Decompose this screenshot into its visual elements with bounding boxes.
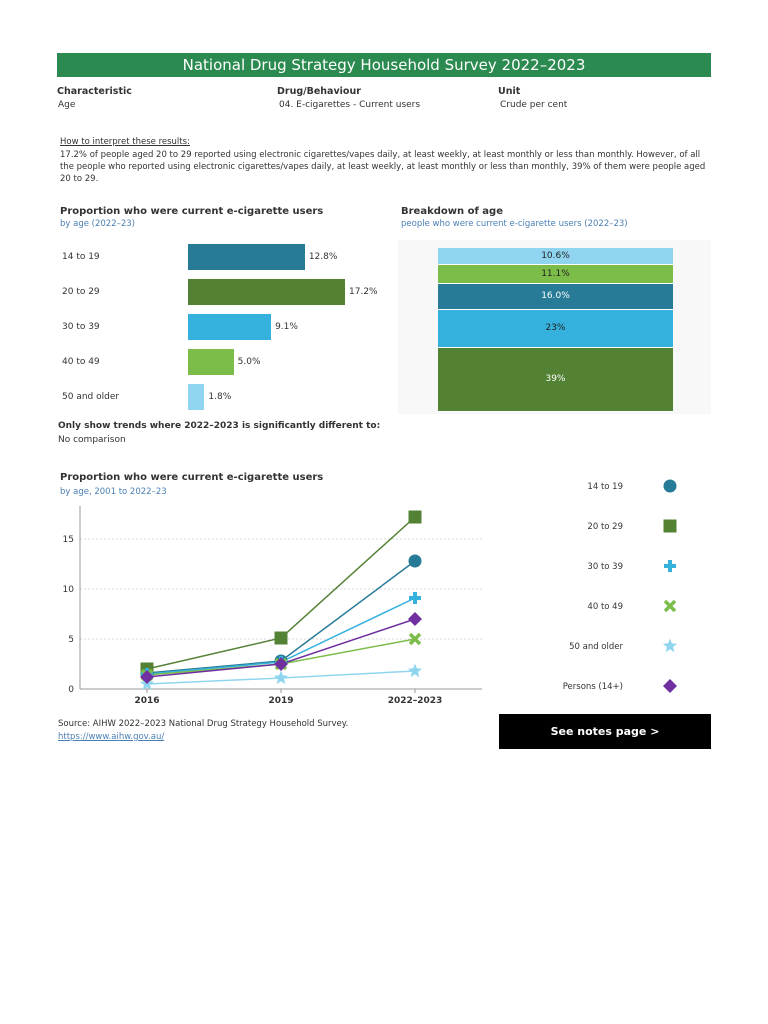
x-tick-label: 2016	[134, 696, 159, 706]
bar-category-label: 14 to 19	[62, 252, 100, 262]
legend-label: 40 to 49	[587, 602, 623, 612]
bar[interactable]	[188, 349, 234, 375]
bar-value-label: 12.8%	[308, 252, 338, 262]
data-point[interactable]	[407, 663, 423, 678]
data-point[interactable]	[409, 592, 421, 604]
age-breakdown-chart: Breakdown of age people who were current…	[398, 206, 711, 414]
legend-label: 30 to 39	[587, 562, 623, 572]
legend-marker[interactable]	[663, 599, 677, 613]
bar-category-label: 30 to 39	[62, 322, 100, 332]
drug-behaviour-label: Drug/Behaviour	[277, 86, 361, 97]
line-chart-title: Proportion who were current e-cigarette …	[60, 472, 324, 483]
trend-line-chart: 0 5 10 15 2016 2019 2022–2023	[63, 506, 482, 706]
age-bar-chart: Proportion who were current e-cigarette …	[60, 206, 390, 416]
data-point[interactable]	[408, 632, 422, 646]
bar[interactable]	[188, 279, 345, 305]
source-link[interactable]: https://www.aihw.gov.au/	[58, 732, 165, 742]
bar-value-label: 5.0%	[237, 357, 261, 367]
bar-category-label: 50 and older	[62, 392, 120, 402]
y-tick-label: 0	[68, 685, 74, 695]
page-title: National Drug Strategy Household Survey …	[57, 53, 711, 77]
unit-label: Unit	[498, 86, 521, 97]
breakdown-chart-subtitle: people who were current e-cigarette user…	[401, 219, 628, 229]
legend-marker[interactable]	[663, 679, 677, 693]
characteristic-value: Age	[58, 100, 76, 110]
characteristic-label: Characteristic	[57, 86, 132, 97]
legend-label: Persons (14+)	[563, 682, 623, 692]
bar-value-label: 17.2%	[349, 287, 378, 297]
stack-segment[interactable]: 39%	[438, 347, 673, 412]
stack-segment[interactable]: 10.6%	[438, 248, 673, 266]
bar-category-label: 20 to 29	[62, 287, 100, 297]
legend-marker[interactable]	[664, 560, 676, 572]
comparison-label: Only show trends where 2022–2023 is sign…	[58, 421, 381, 431]
data-point[interactable]	[140, 670, 154, 684]
bar-value-label: 1.8%	[208, 392, 232, 402]
interpretation-title: How to interpret these results:	[60, 137, 190, 147]
bar-chart-title: Proportion who were current e-cigarette …	[60, 206, 324, 217]
x-tick-label: 2019	[268, 696, 293, 706]
bar[interactable]	[188, 314, 272, 340]
see-notes-button[interactable]: See notes page >	[499, 714, 711, 749]
y-tick-label: 5	[68, 635, 74, 645]
legend-marker[interactable]	[662, 638, 678, 653]
y-tick-label: 10	[63, 585, 75, 595]
bar[interactable]	[188, 244, 305, 270]
bar-category-label: 40 to 49	[62, 357, 100, 367]
data-point[interactable]	[274, 657, 288, 671]
y-tick-label: 15	[63, 535, 74, 545]
data-point[interactable]	[274, 631, 288, 645]
legend-label: 14 to 19	[587, 482, 623, 492]
data-point[interactable]	[408, 510, 422, 524]
unit-value: Crude per cent	[500, 100, 568, 110]
data-point[interactable]	[408, 554, 422, 568]
comparison-value[interactable]: No comparison	[58, 435, 126, 445]
stack-segment[interactable]: 11.1%	[438, 265, 673, 284]
bar-value-label: 9.1%	[275, 322, 298, 332]
stack-segment[interactable]: 16.0%	[438, 283, 673, 310]
stack-segment[interactable]: 23%	[438, 310, 673, 348]
legend-label: 20 to 29	[587, 522, 623, 532]
legend-marker[interactable]	[663, 479, 677, 493]
source-text: Source: AIHW 2022–2023 National Drug Str…	[58, 719, 349, 729]
drug-behaviour-value: 04. E-cigarettes - Current users	[279, 100, 421, 110]
bar[interactable]	[188, 384, 205, 410]
breakdown-chart-title: Breakdown of age	[401, 206, 503, 217]
data-point[interactable]	[273, 670, 289, 685]
trend-legend: 14 to 19 20 to 29 30 to 39 40 to 49 50 and o…	[563, 479, 678, 693]
legend-marker[interactable]	[663, 519, 677, 533]
line-chart-subtitle: by age, 2001 to 2022–23	[60, 487, 167, 497]
data-point[interactable]	[408, 612, 422, 626]
bar-chart-subtitle: by age (2022–23)	[60, 219, 135, 229]
x-tick-label: 2022–2023	[388, 696, 443, 706]
legend-label: 50 and older	[569, 642, 623, 652]
interpretation-text: 17.2% of people aged 20 to 29 reported u…	[60, 150, 706, 184]
